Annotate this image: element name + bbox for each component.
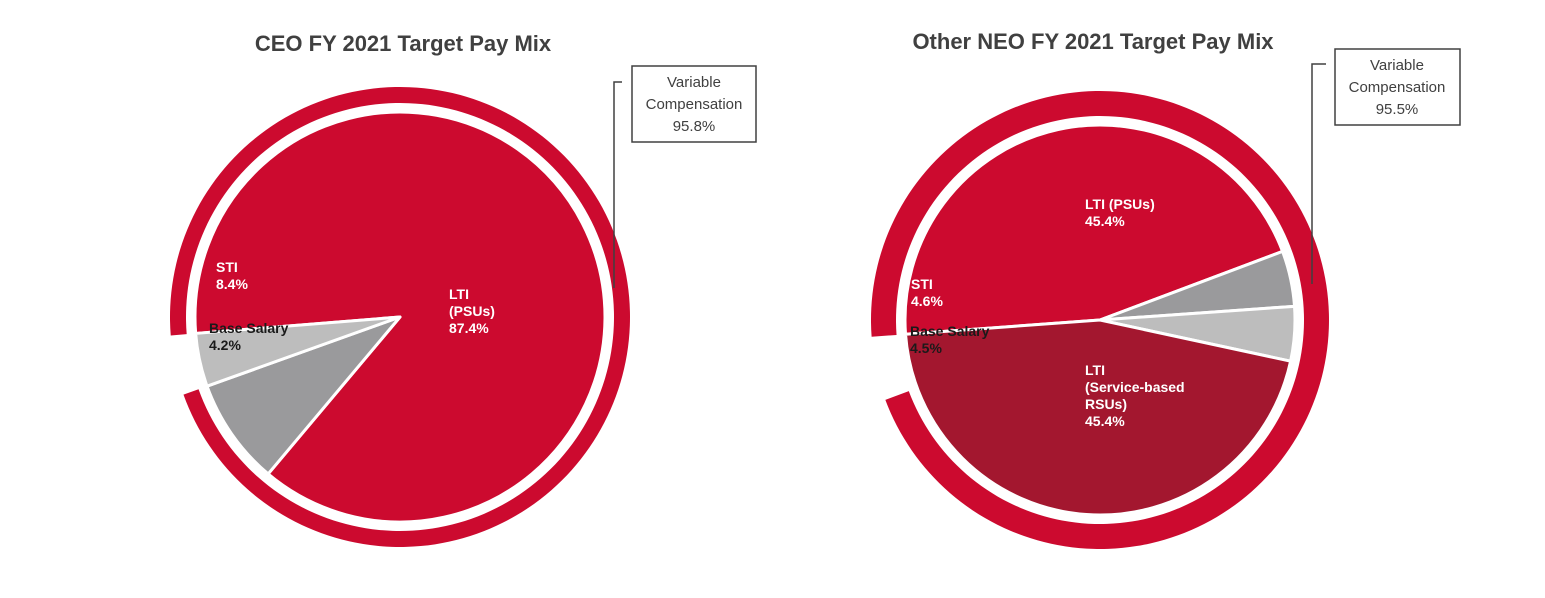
neo-label-lti-psus: LTI (PSUs) 45.4% bbox=[1085, 196, 1155, 229]
ceo-chart-title: CEO FY 2021 Target Pay Mix bbox=[255, 31, 552, 56]
ceo-label-sti: STI 8.4% bbox=[216, 259, 248, 292]
neo-callout: Variable Compensation 95.5% bbox=[1311, 48, 1461, 284]
ceo-label-base-salary: Base Salary 4.2% bbox=[209, 320, 289, 353]
ceo-slice-sti bbox=[205, 315, 402, 476]
ceo-callout-line-3: 95.8% bbox=[673, 118, 716, 135]
neo-slice-lti-service-based-rsus bbox=[904, 318, 1293, 517]
ceo-callout-box bbox=[631, 65, 757, 143]
ceo-pay-mix-chart: CEO FY 2021 Target Pay Mix LTI (PSUs) 87.4… bbox=[169, 31, 757, 547]
ceo-label-lti-psus: LTI (PSUs) 87.4% bbox=[449, 286, 495, 336]
neo-slice-lti-psus bbox=[903, 123, 1285, 336]
neo-callout-line-1: Variable bbox=[1370, 57, 1424, 74]
ceo-callout: Variable Compensation 95.8% bbox=[613, 65, 757, 288]
ceo-slice-base-salary bbox=[194, 315, 402, 388]
ceo-callout-leader bbox=[613, 81, 622, 288]
neo-callout-leader bbox=[1311, 63, 1326, 284]
neo-chart-title: Other NEO FY 2021 Target Pay Mix bbox=[912, 29, 1274, 54]
neo-callout-line-3: 95.5% bbox=[1376, 101, 1419, 118]
ceo-pie: LTI (PSUs) 87.4% STI 8.4% Base Salary 4.2% bbox=[169, 86, 630, 547]
neo-callout-line-2: Compensation bbox=[1349, 79, 1446, 96]
neo-label-base-salary: Base Salary 4.5% bbox=[910, 323, 990, 356]
ceo-callout-line-1: Variable bbox=[667, 74, 721, 91]
neo-label-sti: STI 4.6% bbox=[911, 276, 943, 309]
neo-pay-mix-chart: Other NEO FY 2021 Target Pay Mix LTI (PS… bbox=[870, 29, 1461, 549]
neo-label-lti-service-based-rsus: LTI (Service-based RSUs) 45.4% bbox=[1085, 362, 1185, 429]
neo-pie: LTI (PSUs) 45.4% STI 4.6% Base Salary 4.5% LTI… bbox=[870, 90, 1329, 549]
neo-callout-box bbox=[1334, 48, 1461, 126]
ceo-callout-line-2: Compensation bbox=[646, 96, 743, 113]
